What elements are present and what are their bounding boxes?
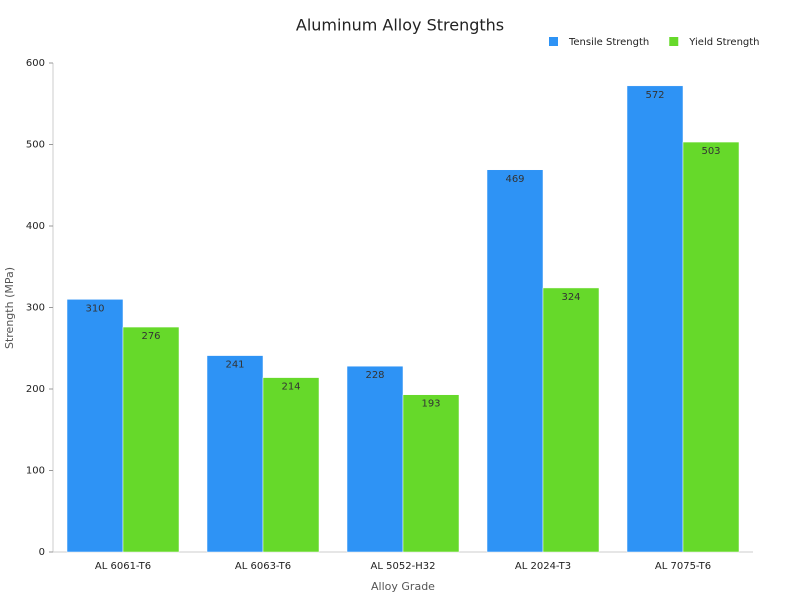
bar — [486, 169, 544, 553]
data-label: 310 — [85, 303, 104, 314]
y-tick-label: 200 — [26, 384, 45, 395]
y-tick-label: 500 — [26, 140, 45, 151]
bar — [346, 365, 404, 553]
bar — [262, 377, 320, 553]
y-axis-label: Strength (MPa) — [3, 267, 16, 349]
x-tick-label: AL 2024-T3 — [515, 561, 571, 572]
y-tick-label: 0 — [39, 547, 45, 558]
x-tick-label: AL 5052-H32 — [371, 561, 436, 572]
bar — [542, 287, 600, 553]
y-tick-label: 300 — [26, 303, 45, 314]
data-label: 228 — [365, 370, 384, 381]
bar — [626, 85, 684, 553]
bar — [66, 299, 124, 553]
data-label: 503 — [701, 146, 720, 157]
data-label: 276 — [141, 331, 160, 342]
data-label: 193 — [421, 399, 440, 410]
x-axis-label: Alloy Grade — [371, 580, 435, 593]
bar — [206, 355, 264, 553]
chart-title: Aluminum Alloy Strengths — [296, 16, 504, 35]
x-tick-label: AL 6061-T6 — [95, 561, 151, 572]
legend-swatch — [669, 37, 679, 46]
y-tick-label: 100 — [26, 466, 45, 477]
legend-swatch — [549, 37, 558, 46]
bar — [122, 326, 180, 553]
data-label: 214 — [281, 382, 300, 393]
data-label: 469 — [505, 174, 524, 185]
data-label: 572 — [645, 90, 664, 101]
data-label: 324 — [561, 292, 580, 303]
data-label: 241 — [225, 360, 244, 371]
bar — [682, 141, 740, 553]
legend-label: Tensile Strength — [568, 37, 649, 48]
x-tick-label: AL 6063-T6 — [235, 561, 291, 572]
y-tick-label: 600 — [26, 58, 45, 69]
legend-label: Yield Strength — [688, 37, 759, 48]
bar — [402, 394, 460, 553]
x-tick-label: AL 7075-T6 — [655, 561, 711, 572]
y-tick-label: 400 — [26, 221, 45, 232]
